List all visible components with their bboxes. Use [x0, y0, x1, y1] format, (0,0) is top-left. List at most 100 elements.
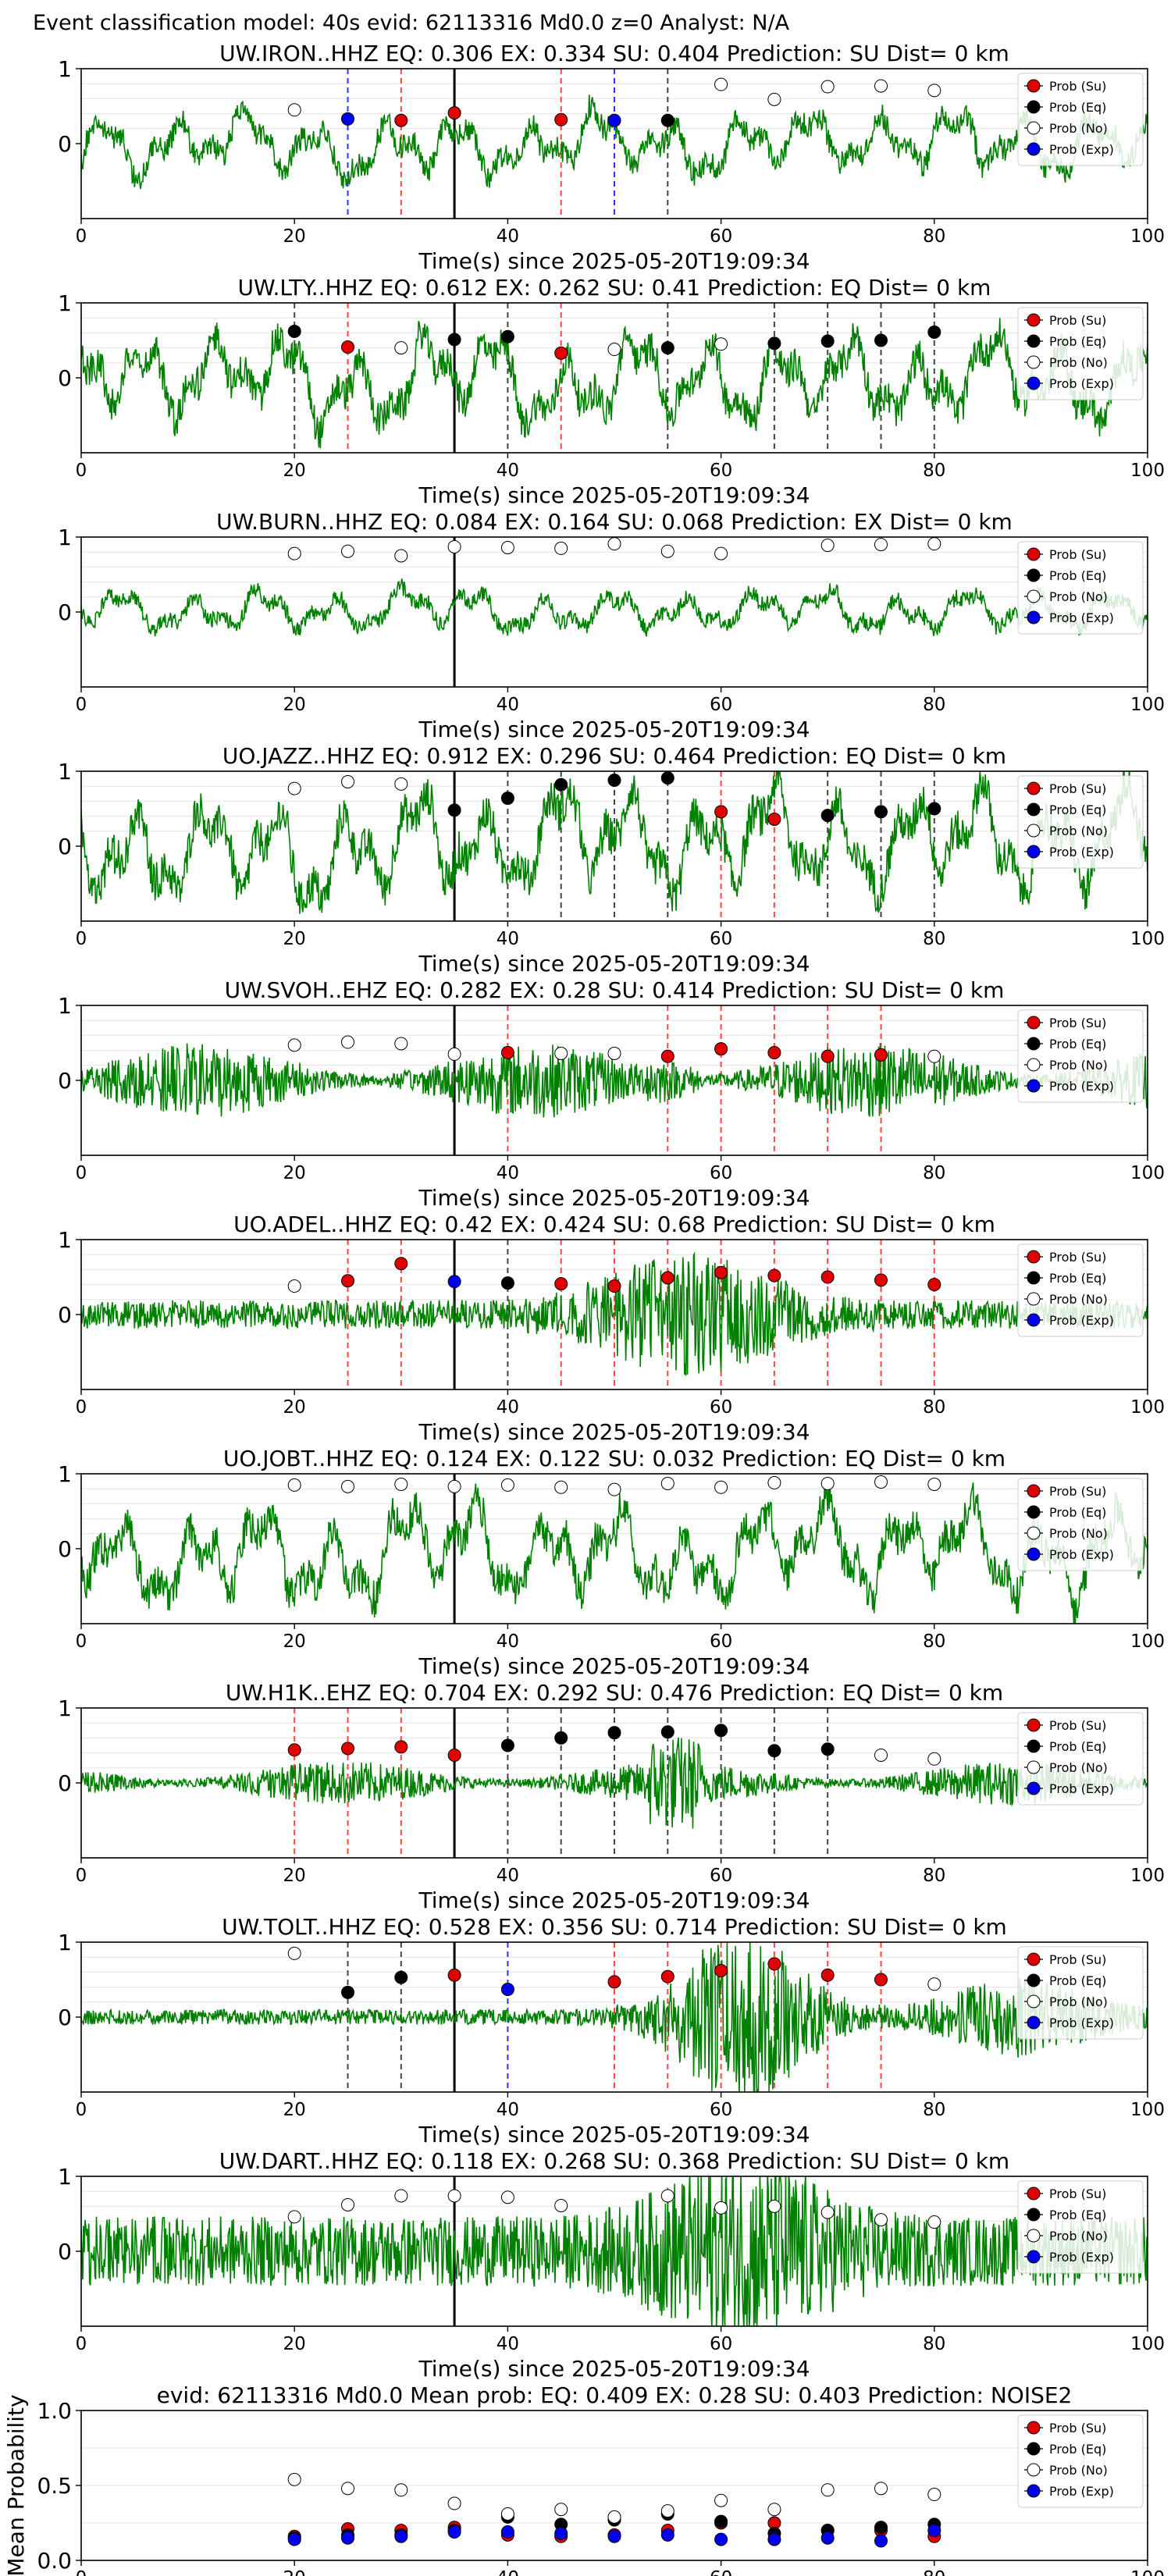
prob-point-eq [500, 1276, 514, 1290]
legend-label-su: Prob (Su) [1049, 313, 1106, 328]
prob-point-su [767, 1957, 781, 1971]
prob-point-no [500, 1478, 514, 1492]
legend-label-eq: Prob (Eq) [1049, 2442, 1106, 2457]
prob-point-eq [874, 333, 888, 347]
mean-prob-point-exp [287, 2532, 301, 2546]
prob-point-eq [767, 336, 781, 350]
chart-panel-1: UW.IRON..HHZ EQ: 0.306 EX: 0.334 SU: 0.4… [58, 41, 1165, 274]
mean-prob-point-no [874, 2482, 888, 2496]
chart-panel-11: evid: 62113316 Md0.0 Mean prob: EQ: 0.40… [3, 2382, 1165, 2576]
prob-point-eq [607, 1726, 621, 1740]
prob-point-no [874, 538, 888, 552]
panel-title: UW.BURN..HHZ EQ: 0.084 EX: 0.164 SU: 0.0… [216, 509, 1013, 535]
prob-point-no [287, 781, 301, 795]
prob-point-su [874, 1048, 888, 1062]
legend-label-su: Prob (Su) [1049, 1718, 1106, 1733]
prob-point-no [287, 1038, 301, 1052]
prob-point-su [820, 1270, 835, 1284]
x-tick-label: 80 [923, 2334, 945, 2354]
x-tick-label: 80 [923, 929, 945, 949]
prob-point-su [660, 1969, 674, 1984]
legend-label-exp: Prob (Exp) [1049, 845, 1114, 859]
legend-label-exp: Prob (Exp) [1049, 1313, 1114, 1328]
prob-point-su [447, 1968, 461, 1982]
y-tick-label: 0 [58, 1068, 72, 1094]
x-tick-label: 0 [76, 1866, 87, 1886]
prob-point-su [927, 1278, 941, 1292]
prob-point-eq [874, 805, 888, 819]
x-tick-label: 20 [283, 226, 306, 247]
mean-prob-point-no [660, 2504, 674, 2518]
mean-prob-point-no [714, 2493, 728, 2507]
prob-point-no [820, 80, 835, 94]
prob-point-su [714, 1963, 728, 1977]
prob-point-no [341, 1035, 354, 1049]
legend-label-su: Prob (Su) [1049, 1016, 1106, 1030]
prob-point-su [394, 113, 408, 127]
legend-label-exp: Prob (Exp) [1049, 2016, 1114, 2030]
prob-point-no [554, 2198, 568, 2212]
prob-point-eq [927, 802, 941, 816]
prob-point-su [607, 1975, 621, 1989]
prob-point-no [341, 2197, 354, 2211]
legend-label-eq: Prob (Eq) [1049, 100, 1106, 115]
prob-point-no [447, 1479, 461, 1493]
x-tick-label: 80 [923, 2100, 945, 2120]
prob-point-no [767, 1476, 781, 1490]
prob-point-no [394, 777, 408, 791]
mean-prob-point-no [500, 2507, 514, 2521]
legend-label-no: Prob (No) [1049, 121, 1108, 136]
prob-point-no [767, 2199, 781, 2213]
legend-box [1017, 775, 1144, 869]
x-tick-label: 0 [76, 226, 87, 247]
x-tick-label: 80 [923, 1163, 945, 1183]
y-tick-label: 1 [58, 1227, 72, 1253]
legend-marker-exp [1027, 610, 1041, 624]
legend-marker-su [1027, 1250, 1041, 1264]
chart-panel-10: UW.DART..HHZ EQ: 0.118 EX: 0.268 SU: 0.3… [58, 2148, 1165, 2382]
prob-point-su [341, 1742, 354, 1756]
x-tick-label: 40 [497, 461, 519, 481]
prob-point-no [394, 341, 408, 355]
y-tick-label: 1 [58, 1930, 72, 1955]
prob-point-no [500, 540, 514, 554]
legend-marker-exp [1027, 2250, 1041, 2264]
mean-prob-point-exp [554, 2526, 568, 2540]
prob-point-su [714, 805, 728, 819]
legend-marker-exp [1027, 1079, 1041, 1093]
prob-point-su [500, 1045, 514, 1059]
x-tick-label: 60 [710, 1163, 732, 1183]
prob-point-no [714, 546, 728, 560]
legend-marker-eq [1027, 334, 1041, 348]
y-tick-label: 1 [58, 2164, 72, 2190]
legend-label-su: Prob (Su) [1049, 79, 1106, 94]
x-tick-label: 0 [76, 461, 87, 481]
x-tick-label: 80 [923, 2568, 945, 2576]
prob-point-no [554, 1046, 568, 1060]
legend-marker-su [1027, 313, 1041, 327]
legend-marker-eq [1027, 802, 1041, 817]
x-tick-label: 0 [76, 2334, 87, 2354]
prob-point-su [554, 346, 568, 360]
prob-point-eq [287, 324, 301, 338]
prob-point-no [394, 549, 408, 563]
legend-label-su: Prob (Su) [1049, 2421, 1106, 2435]
legend-label-exp: Prob (Exp) [1049, 1079, 1114, 1094]
x-tick-label: 60 [710, 2100, 732, 2120]
x-tick-label: 100 [1130, 2568, 1165, 2576]
prob-point-no [394, 2189, 408, 2203]
prob-point-eq [820, 334, 835, 348]
prob-point-no [394, 1037, 408, 1051]
legend-box [1017, 1946, 1144, 2040]
prob-point-no [394, 1477, 408, 1491]
x-tick-label: 40 [497, 929, 519, 949]
legend-marker-eq [1027, 2442, 1041, 2456]
x-tick-label: 80 [923, 461, 945, 481]
legend-label-no: Prob (No) [1049, 1292, 1108, 1307]
mean-prob-point-no [927, 2488, 941, 2502]
y-tick-label: 1 [58, 56, 72, 82]
legend-label-no: Prob (No) [1049, 355, 1108, 370]
prob-point-su [447, 106, 461, 120]
x-tick-label: 20 [283, 2568, 306, 2576]
legend-label-su: Prob (Su) [1049, 1952, 1106, 1967]
